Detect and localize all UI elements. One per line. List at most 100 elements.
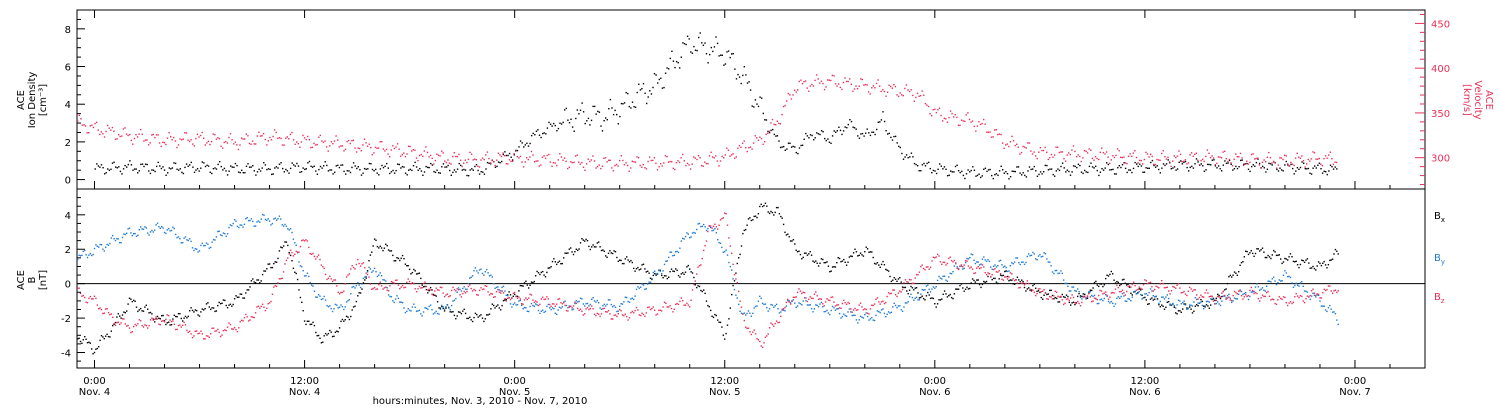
velocity-point bbox=[1091, 157, 1094, 160]
velocity-point bbox=[762, 143, 764, 145]
point-by bbox=[670, 251, 673, 253]
point-by bbox=[929, 291, 932, 293]
point-by bbox=[144, 226, 146, 228]
point-bx bbox=[770, 210, 772, 213]
velocity-point bbox=[1001, 142, 1004, 144]
velocity-point bbox=[823, 88, 826, 91]
point-bz bbox=[1238, 290, 1240, 292]
point-by bbox=[1005, 266, 1007, 269]
density-point bbox=[595, 113, 597, 115]
velocity-point bbox=[540, 164, 542, 166]
point-bz bbox=[704, 245, 706, 247]
point-bx bbox=[495, 305, 498, 307]
point-bz bbox=[1004, 276, 1006, 278]
density-point bbox=[1299, 166, 1302, 169]
velocity-point bbox=[1049, 156, 1051, 159]
velocity-point bbox=[192, 143, 194, 145]
point-bz bbox=[942, 261, 944, 263]
velocity-point bbox=[675, 162, 678, 164]
point-by bbox=[577, 301, 579, 303]
x-tick-time: 0:00 bbox=[503, 376, 525, 387]
density-point bbox=[293, 164, 295, 166]
density-point bbox=[772, 128, 774, 131]
density-point bbox=[849, 119, 851, 121]
point-by bbox=[600, 308, 603, 310]
point-by bbox=[126, 232, 128, 234]
point-bx bbox=[366, 270, 369, 272]
point-bx bbox=[813, 261, 816, 263]
point-by bbox=[1224, 295, 1226, 297]
density-point bbox=[801, 144, 804, 146]
point-bz bbox=[1172, 285, 1174, 288]
point-bz bbox=[186, 329, 188, 332]
point-bz bbox=[666, 306, 668, 308]
point-bx bbox=[1165, 306, 1167, 308]
point-bz bbox=[698, 265, 701, 267]
density-point bbox=[415, 166, 418, 168]
point-bz bbox=[721, 217, 723, 220]
point-bx bbox=[163, 320, 166, 322]
point-bx bbox=[396, 257, 398, 259]
point-by bbox=[78, 254, 80, 256]
density-point bbox=[907, 157, 909, 159]
point-bz bbox=[1175, 287, 1177, 289]
point-bz bbox=[253, 316, 255, 319]
density-point bbox=[712, 50, 714, 53]
point-bx bbox=[1043, 294, 1045, 296]
point-bz bbox=[1294, 296, 1296, 298]
density-point bbox=[171, 167, 174, 169]
point-bz bbox=[1168, 290, 1170, 292]
point-bx bbox=[114, 321, 117, 324]
velocity-point bbox=[871, 87, 873, 89]
point-bz bbox=[876, 297, 879, 299]
point-by bbox=[564, 300, 566, 302]
point-by bbox=[295, 244, 297, 246]
point-bx bbox=[303, 320, 306, 322]
point-bx bbox=[1054, 297, 1056, 299]
velocity-point bbox=[182, 138, 184, 140]
density-point bbox=[617, 123, 619, 125]
point-bz bbox=[165, 318, 167, 320]
point-bz bbox=[753, 329, 755, 331]
velocity-point bbox=[352, 139, 355, 141]
point-by bbox=[1155, 295, 1157, 297]
point-bz bbox=[578, 309, 580, 311]
point-by bbox=[417, 310, 419, 312]
point-bz bbox=[477, 294, 479, 296]
point-bz bbox=[204, 338, 206, 340]
density-point bbox=[871, 131, 873, 133]
density-point bbox=[822, 131, 824, 133]
density-point bbox=[285, 168, 287, 171]
point-bx bbox=[86, 342, 89, 344]
velocity-point bbox=[1309, 160, 1311, 162]
point-bz bbox=[92, 298, 94, 300]
density-point bbox=[259, 170, 262, 172]
density-point bbox=[207, 165, 210, 167]
point-by bbox=[753, 307, 755, 309]
point-bx bbox=[963, 290, 965, 292]
point-bx bbox=[733, 280, 736, 282]
density-point bbox=[1154, 166, 1157, 168]
point-by bbox=[1176, 304, 1178, 306]
density-point bbox=[242, 172, 244, 174]
density-point bbox=[950, 170, 952, 172]
point-by bbox=[693, 231, 695, 234]
point-bz bbox=[742, 313, 744, 315]
point-by bbox=[897, 305, 900, 307]
point-bx bbox=[1032, 284, 1034, 287]
point-by bbox=[385, 280, 387, 282]
x-tick-date: Nov. 4 bbox=[79, 387, 110, 398]
point-bz bbox=[134, 323, 136, 326]
velocity-point bbox=[360, 150, 362, 152]
point-bx bbox=[936, 303, 939, 305]
density-point bbox=[879, 121, 881, 123]
point-bz bbox=[823, 305, 825, 307]
velocity-point bbox=[511, 160, 514, 162]
point-by bbox=[284, 223, 286, 226]
point-bx bbox=[984, 281, 986, 283]
point-bx bbox=[1194, 305, 1196, 307]
point-bz bbox=[1029, 288, 1031, 291]
density-point bbox=[356, 167, 358, 170]
point-bz bbox=[729, 245, 731, 247]
velocity-point bbox=[1249, 161, 1251, 163]
